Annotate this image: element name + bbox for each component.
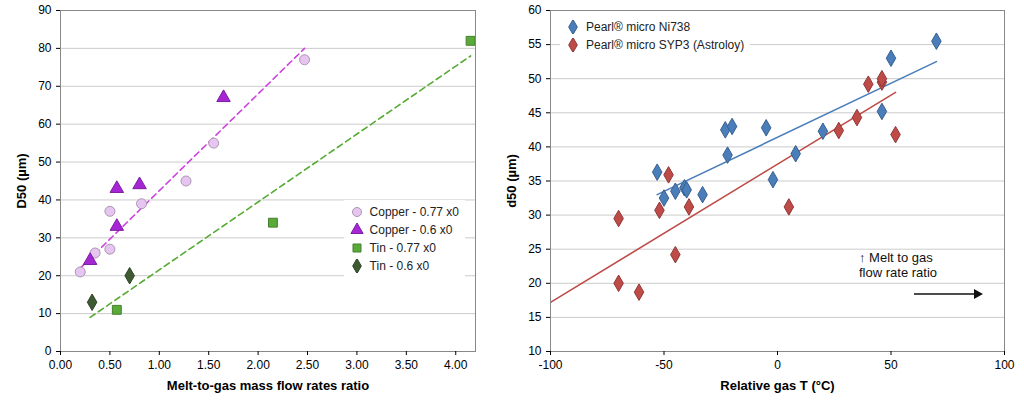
svg-text:30: 30 [528, 208, 542, 222]
html-text:Tin - 0.77 x0: Tin - 0.77 x0 [369, 241, 436, 255]
svg-text:55: 55 [528, 37, 542, 51]
svg-text:60: 60 [528, 3, 542, 17]
html-text:Copper - 0.6 x0: Copper - 0.6 x0 [369, 223, 453, 237]
html-text:flow rate ratio: flow rate ratio [859, 265, 937, 280]
svg-text:10: 10 [528, 344, 542, 358]
html-text:Pearl® micro SYP3 (Astroloy): Pearl® micro SYP3 (Astroloy) [586, 38, 745, 52]
svg-text:0.50: 0.50 [98, 358, 122, 372]
html-text:Pearl® micro Ni738: Pearl® micro Ni738 [586, 20, 691, 34]
svg-text:0: 0 [45, 344, 52, 358]
svg-text:2.50: 2.50 [296, 358, 320, 372]
svg-text:0: 0 [774, 358, 781, 372]
svg-text:100: 100 [994, 358, 1014, 372]
svg-text:20: 20 [38, 269, 52, 283]
svg-text:80: 80 [38, 41, 52, 55]
svg-text:70: 70 [38, 79, 52, 93]
svg-text:45: 45 [528, 106, 542, 120]
html-text:Tin - 0.6 x0: Tin - 0.6 x0 [369, 259, 430, 273]
svg-text:90: 90 [38, 3, 52, 17]
svg-text:2.00: 2.00 [246, 358, 270, 372]
svg-text:d50 (µm): d50 (µm) [504, 154, 519, 208]
svg-text:30: 30 [38, 231, 52, 245]
svg-text:10: 10 [38, 306, 52, 320]
svg-text:40: 40 [528, 140, 542, 154]
svg-text:3.50: 3.50 [395, 358, 419, 372]
svg-text:50: 50 [528, 72, 542, 86]
html-text:Copper - 0.77 x0: Copper - 0.77 x0 [369, 205, 459, 219]
svg-text:4.00: 4.00 [444, 358, 468, 372]
svg-text:3.00: 3.00 [345, 358, 369, 372]
svg-text:1.50: 1.50 [197, 358, 221, 372]
svg-text:Melt-to-gas mass flow rates ra: Melt-to-gas mass flow rates ratio [167, 378, 369, 393]
svg-text:50: 50 [884, 358, 898, 372]
svg-text:15: 15 [528, 310, 542, 324]
svg-text:1.00: 1.00 [148, 358, 172, 372]
html-text:↑ Melt to gas: ↑ Melt to gas [859, 250, 933, 265]
svg-text:-50: -50 [655, 358, 673, 372]
svg-text:25: 25 [528, 242, 542, 256]
svg-text:Relative gas T (°C): Relative gas T (°C) [720, 378, 834, 393]
svg-text:20: 20 [528, 276, 542, 290]
svg-text:0.00: 0.00 [49, 358, 73, 372]
svg-text:60: 60 [38, 117, 52, 131]
svg-text:D50 (µm): D50 (µm) [14, 153, 29, 208]
svg-text:-100: -100 [538, 358, 562, 372]
svg-text:40: 40 [38, 193, 52, 207]
svg-text:50: 50 [38, 155, 52, 169]
svg-text:35: 35 [528, 174, 542, 188]
